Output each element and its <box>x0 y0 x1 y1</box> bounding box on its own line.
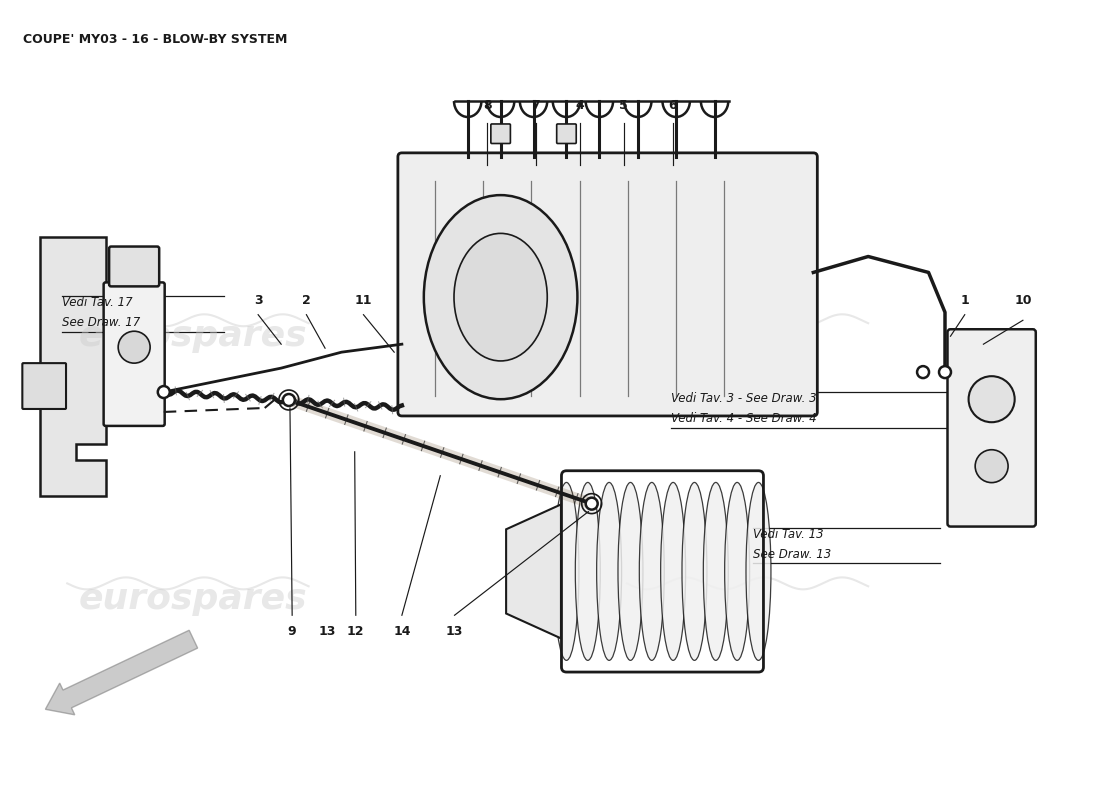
Ellipse shape <box>424 195 578 399</box>
Circle shape <box>976 450 1008 482</box>
Text: 9: 9 <box>288 625 297 638</box>
Ellipse shape <box>554 482 579 660</box>
Text: Vedi Tav. 13
See Draw. 13: Vedi Tav. 13 See Draw. 13 <box>754 527 832 561</box>
Circle shape <box>939 366 952 378</box>
FancyBboxPatch shape <box>22 363 66 409</box>
Text: 7: 7 <box>531 98 540 111</box>
Ellipse shape <box>454 234 548 361</box>
Text: 13: 13 <box>319 625 336 638</box>
Ellipse shape <box>682 482 707 660</box>
Ellipse shape <box>618 482 642 660</box>
Ellipse shape <box>596 482 622 660</box>
Text: 1: 1 <box>960 294 969 307</box>
Text: 10: 10 <box>1014 294 1032 307</box>
Circle shape <box>917 366 930 378</box>
Text: 4: 4 <box>575 98 584 111</box>
Circle shape <box>585 498 597 510</box>
Text: 14: 14 <box>393 625 410 638</box>
Text: 8: 8 <box>483 98 492 111</box>
Text: 3: 3 <box>254 294 263 307</box>
Polygon shape <box>506 505 561 638</box>
Ellipse shape <box>575 482 601 660</box>
FancyBboxPatch shape <box>398 153 817 416</box>
Text: 11: 11 <box>354 294 372 307</box>
FancyBboxPatch shape <box>103 282 165 426</box>
Circle shape <box>157 386 169 398</box>
FancyBboxPatch shape <box>947 330 1036 526</box>
Text: 6: 6 <box>669 98 678 111</box>
Text: 5: 5 <box>619 98 628 111</box>
Polygon shape <box>40 237 106 496</box>
Ellipse shape <box>725 482 749 660</box>
FancyBboxPatch shape <box>491 124 510 143</box>
Ellipse shape <box>661 482 685 660</box>
Circle shape <box>969 376 1014 422</box>
Ellipse shape <box>746 482 771 660</box>
Circle shape <box>283 394 295 406</box>
FancyArrow shape <box>45 630 198 715</box>
Text: Vedi Tav. 3 - See Draw. 3
Vedi Tav. 4 - See Draw. 4: Vedi Tav. 3 - See Draw. 3 Vedi Tav. 4 - … <box>671 392 816 425</box>
FancyBboxPatch shape <box>557 124 576 143</box>
Text: COUPE' MY03 - 16 - BLOW-BY SYSTEM: COUPE' MY03 - 16 - BLOW-BY SYSTEM <box>23 34 288 46</box>
Text: Vedi Tav. 17
See Draw. 17: Vedi Tav. 17 See Draw. 17 <box>62 296 140 330</box>
Text: 2: 2 <box>302 294 311 307</box>
Text: eurospares: eurospares <box>78 319 307 354</box>
FancyBboxPatch shape <box>109 246 160 286</box>
Text: eurospares: eurospares <box>78 582 307 616</box>
Ellipse shape <box>703 482 728 660</box>
Text: 13: 13 <box>446 625 463 638</box>
Circle shape <box>118 331 150 363</box>
Text: 12: 12 <box>346 625 364 638</box>
Ellipse shape <box>639 482 664 660</box>
